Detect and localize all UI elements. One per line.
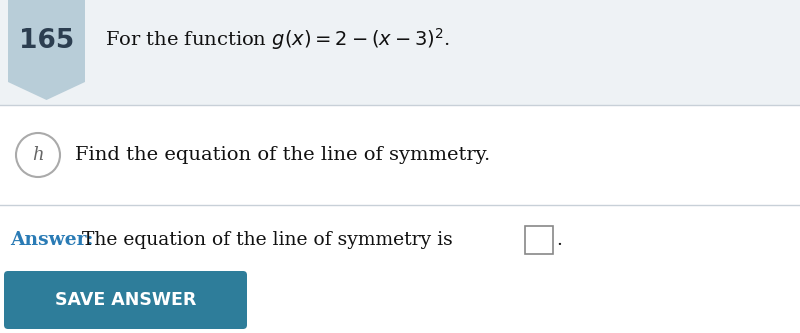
Text: .: . — [556, 231, 562, 249]
Text: h: h — [32, 146, 44, 164]
Polygon shape — [8, 0, 85, 100]
Text: Answer:: Answer: — [10, 231, 94, 249]
Text: For the function $g(x)=2-(x-3)^2$.: For the function $g(x)=2-(x-3)^2$. — [105, 26, 450, 52]
FancyBboxPatch shape — [4, 271, 247, 329]
FancyBboxPatch shape — [0, 0, 800, 105]
Text: 165: 165 — [19, 28, 74, 54]
Text: The equation of the line of symmetry is: The equation of the line of symmetry is — [82, 231, 453, 249]
Text: Find the equation of the line of symmetry.: Find the equation of the line of symmetr… — [75, 146, 490, 164]
FancyBboxPatch shape — [525, 226, 553, 254]
Text: SAVE ANSWER: SAVE ANSWER — [55, 291, 196, 309]
